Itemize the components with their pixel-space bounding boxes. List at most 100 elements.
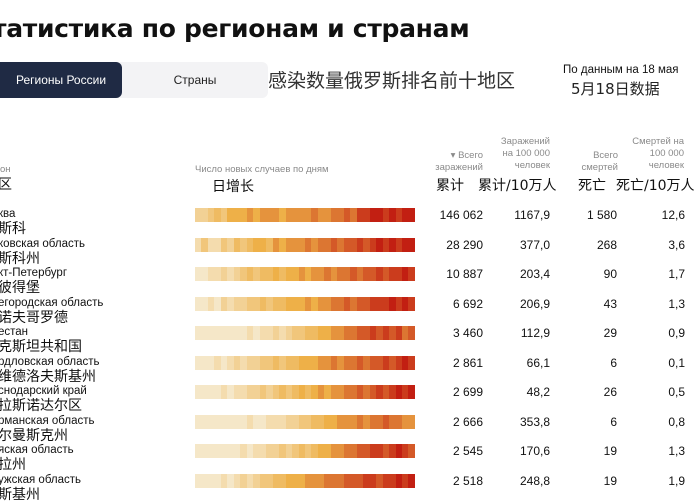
heatmap-cell (382, 414, 390, 429)
cases-per-100k-value: 248,8 (519, 473, 550, 488)
table-row[interactable]: ква 斯科 146 062 1167,9 1 580 12,6 (0, 208, 700, 237)
table-row[interactable]: кт-Петербург 彼得堡 10 887 203,4 90 1,7 (0, 267, 700, 296)
heatmap-cell (227, 208, 234, 222)
table-row[interactable]: рманская область 尔曼斯克州 2 666 353,8 6 0,8 (0, 414, 700, 444)
heatmap-cell (408, 473, 415, 488)
heatmap-cell (298, 208, 305, 222)
heatmap-cell (253, 237, 260, 252)
heatmap-cell (266, 355, 273, 370)
table-row[interactable]: естан 克斯坦共和国 3 460 112,9 29 0,9 (0, 326, 700, 355)
heatmap-cell (389, 237, 396, 252)
heatmap-cell (253, 444, 260, 458)
daily-cases-heatmap (195, 326, 415, 340)
total-cases-value: 146 062 (439, 208, 483, 222)
heatmap-cell (324, 237, 331, 252)
total-cases-value: 2 518 (452, 473, 483, 488)
region-name: рдловская область (0, 355, 100, 368)
heatmap-cell (343, 326, 351, 340)
region-name-cn: 拉斯诺达尔区 (0, 398, 82, 414)
heatmap-cell (246, 208, 254, 222)
heatmap-cell (324, 296, 331, 311)
heatmap-cell (227, 473, 234, 488)
heatmap-cell (279, 414, 286, 429)
heatmap-cell (207, 355, 215, 370)
heatmap-cell (195, 385, 202, 399)
heatmap-cell (214, 326, 221, 340)
deaths-per-100k-value: 3,6 (668, 237, 685, 252)
deaths-value: 19 (603, 444, 617, 458)
heatmap-cell (402, 237, 409, 252)
heatmap-cell (259, 414, 267, 429)
heatmap-cell (330, 355, 338, 370)
heatmap-cell (317, 414, 325, 429)
heatmap-cell (207, 414, 215, 429)
heatmap-cell (233, 473, 241, 488)
heatmap-cell (227, 296, 234, 311)
tab-countries[interactable]: Страны (173, 73, 217, 87)
region-name: егородская область (0, 296, 104, 309)
heatmap-cell (304, 267, 312, 281)
total-cases-value: 2 861 (452, 355, 483, 370)
total-cases-value: 3 460 (452, 326, 483, 340)
table-row[interactable]: егородская область 诺夫哥罗德 6 692 206,9 43 1,3 (0, 296, 700, 326)
heatmap-cell (285, 385, 293, 399)
heatmap-cell (395, 385, 402, 399)
heatmap-cell (402, 414, 409, 429)
heatmap-cell (350, 208, 357, 222)
heatmap-cell (246, 267, 254, 281)
daily-cases-heatmap (195, 296, 415, 311)
column-header-deaths100k: Смертей на 100 000 человек (632, 136, 684, 171)
heatmap-cell (317, 326, 325, 340)
heatmap-cell (233, 267, 241, 281)
deaths-value: 29 (603, 326, 617, 340)
region-name-cn: 斯基州 (0, 486, 40, 503)
heatmap-cell (233, 385, 241, 399)
column-header-deaths-cn: 死亡 (578, 178, 606, 194)
deaths-value: 6 (610, 414, 617, 429)
deaths-per-100k-value: 0,1 (668, 355, 685, 370)
column-header-region: он (0, 164, 11, 175)
heatmap-cell (207, 208, 215, 222)
deaths-per-100k-value: 0,8 (668, 414, 685, 429)
heatmap-cell (259, 326, 267, 340)
heatmap-cell (330, 326, 338, 340)
table-row[interactable]: ужская область 斯基州 2 518 248,8 19 1,9 (0, 473, 700, 503)
table-row[interactable]: рдловская область 维德洛夫斯基州 2 861 66,1 6 0,1 (0, 355, 700, 385)
heatmap-cell (246, 444, 254, 458)
heatmap-cell (356, 326, 364, 340)
heatmap-cell (240, 473, 247, 488)
heatmap-cell (253, 326, 260, 340)
cases-per-100k-value: 112,9 (520, 326, 550, 340)
heatmap-cell (220, 355, 228, 370)
heatmap-cell (330, 296, 338, 311)
column-header-per100k: Заражений на 100 000 человек (500, 136, 550, 171)
heatmap-cell (304, 385, 312, 399)
heatmap-cell (369, 355, 377, 370)
tab-russia-regions[interactable]: Регионы России (0, 62, 122, 98)
heatmap-cell (369, 326, 377, 340)
column-header-total-sortable[interactable]: ▾ Всего заражений (435, 150, 483, 173)
table-row[interactable]: ковская область 斯科州 28 290 377,0 268 3,6 (0, 237, 700, 267)
heatmap-cell (220, 296, 228, 311)
region-name-cn: 拉州 (0, 457, 26, 473)
heatmap-cell (408, 355, 415, 370)
heatmap-cell (214, 414, 221, 429)
table-row[interactable]: яская область 拉州 2 545 170,6 19 1,3 (0, 444, 700, 473)
deaths-per-100k-value: 1,9 (668, 473, 685, 488)
heatmap-cell (324, 473, 331, 488)
heatmap-cell (395, 296, 402, 311)
heatmap-cell (214, 208, 221, 222)
heatmap-cell (253, 414, 260, 429)
heatmap-cell (402, 208, 409, 222)
heatmap-cell (285, 326, 293, 340)
table-row[interactable]: снодарский край 拉斯诺达尔区 2 699 48,2 26 0,5 (0, 385, 700, 414)
daily-cases-heatmap (195, 355, 415, 370)
heatmap-cell (279, 355, 286, 370)
heatmap-cell (207, 326, 215, 340)
heatmap-cell (408, 326, 415, 340)
region-name: естан (0, 326, 29, 338)
heatmap-cell (330, 444, 338, 458)
deaths-value: 26 (603, 385, 617, 399)
region-name-cn: 克斯坦共和国 (0, 339, 82, 355)
heatmap-cell (376, 296, 383, 311)
